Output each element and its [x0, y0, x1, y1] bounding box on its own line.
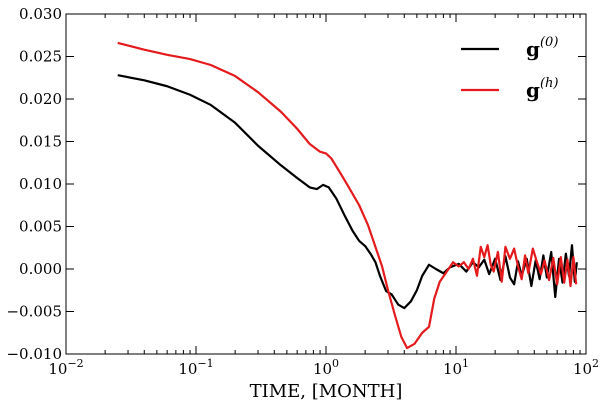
series-line-1 [117, 41, 578, 350]
x-tick-label: 100 [313, 357, 339, 378]
labels-layer: 10−2 10−1 100 101 102 −0.010 −0.005 0.000 0.005 0… [6, 5, 599, 378]
x-tick-label: 102 [573, 357, 599, 378]
x-axis-title: TIME, [MONTH] [250, 381, 403, 402]
ticks-layer [65, 13, 587, 355]
y-tick-label: 0.010 [19, 175, 62, 193]
y-tick-label: 0.015 [19, 133, 62, 151]
x-tick-label: 10−1 [178, 357, 213, 378]
legend-label-0: g(0) [526, 35, 558, 61]
y-tick-label: 0.000 [19, 260, 62, 278]
legend: g(0) g(h) [461, 35, 559, 102]
series-line-0 [117, 74, 578, 310]
y-tick-label: −0.010 [6, 345, 62, 363]
x-tick-label: 101 [443, 357, 469, 378]
y-tick-label: 0.025 [19, 48, 62, 66]
y-tick-label: −0.005 [6, 303, 62, 321]
x-tick-label: 10−2 [48, 357, 83, 378]
y-tick-label: 0.030 [19, 5, 62, 23]
legend-label-1: g(h) [526, 76, 559, 102]
y-tick-label: 0.020 [19, 90, 62, 108]
series-layer [117, 41, 578, 350]
y-tick-label: 0.005 [19, 218, 62, 236]
plot-frame [65, 13, 587, 355]
